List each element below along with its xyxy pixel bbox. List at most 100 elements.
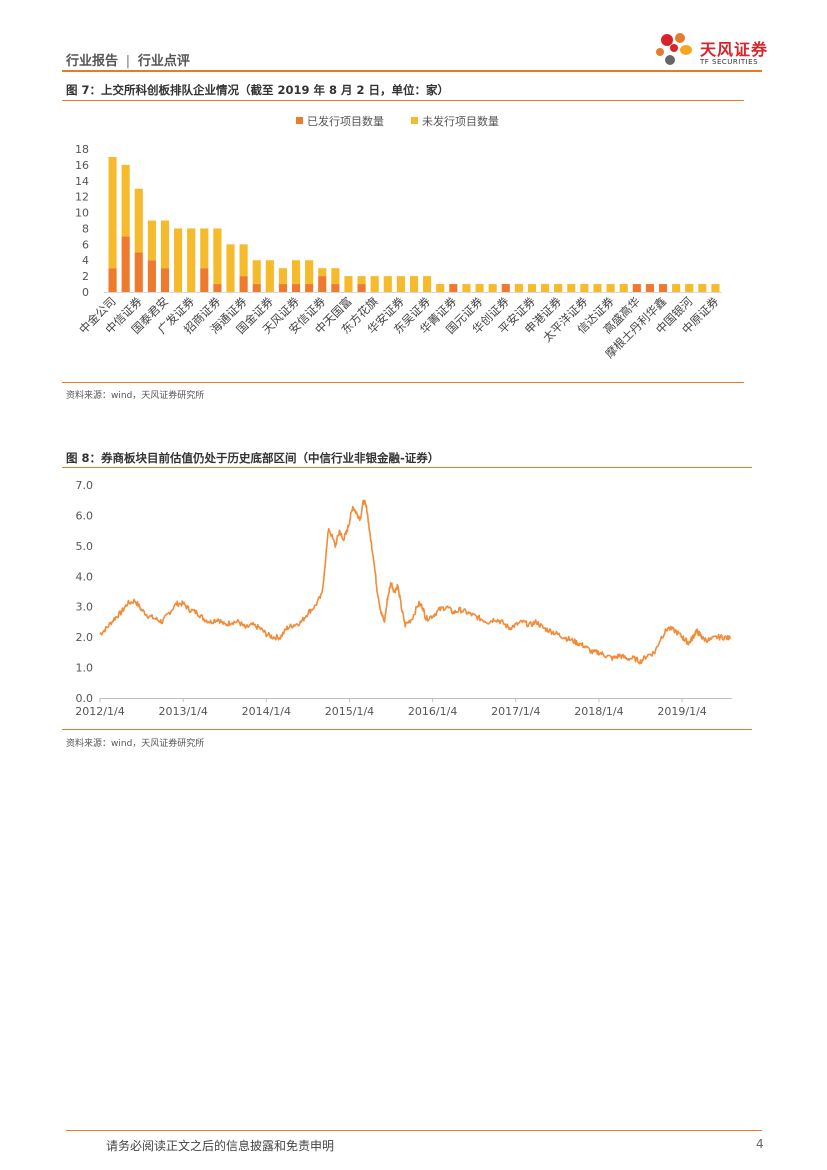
bar-issued	[305, 284, 314, 292]
bar-pending	[514, 284, 523, 292]
bar-issued	[213, 284, 222, 292]
bar-pending	[698, 284, 707, 292]
x-tick-label: 2016/1/4	[408, 705, 457, 718]
bar-issued	[147, 260, 156, 292]
figure8-line-chart: 0.0 1.0 2.0 3.0 4.0 5.0 6.0 7.0 2012/1/4 2013/1/4…	[75, 479, 732, 718]
bar-pending	[672, 284, 681, 292]
footer-rule	[66, 1130, 762, 1131]
bar-pending	[226, 244, 235, 292]
bar-issued	[134, 252, 143, 292]
x-tick-label: 2015/1/4	[325, 705, 374, 718]
figure7-legend: 已发行项目数量 未发行项目数量	[296, 114, 499, 128]
bar-pending	[108, 156, 117, 269]
bar-pending	[305, 260, 314, 285]
y-tick-label: 10	[75, 207, 89, 220]
x-tick-label: 2014/1/4	[242, 705, 291, 718]
bar-issued	[291, 284, 301, 292]
bar-pending	[213, 228, 222, 285]
bar-pending	[488, 284, 497, 292]
legend-swatch-pending	[411, 117, 418, 124]
bar-pending	[580, 284, 589, 292]
x-tick-label: 2012/1/4	[75, 705, 124, 718]
bar-pending	[593, 284, 602, 292]
tf-logo-icon	[656, 33, 692, 65]
y-tick-label: 3.0	[76, 601, 94, 614]
bar-pending	[200, 228, 209, 269]
bar-issued	[331, 284, 340, 292]
bar-pending	[344, 276, 353, 292]
bar-issued	[200, 268, 209, 292]
bar-pending	[239, 244, 248, 277]
logo-text-cn: 天风证券	[700, 40, 769, 59]
bar-pending	[121, 164, 130, 237]
bar-pending	[134, 188, 143, 253]
bar-pending	[291, 260, 301, 285]
y-tick-label: 2	[82, 270, 89, 283]
y-tick-label: 8	[82, 222, 89, 235]
header-sub: 行业点评	[137, 54, 190, 69]
bar-pending	[187, 228, 196, 292]
bar-pending	[541, 284, 550, 292]
bar-pending	[252, 260, 261, 285]
bar-issued	[449, 284, 458, 292]
y-tick-label: 16	[75, 159, 89, 172]
bar-issued	[357, 284, 366, 292]
pb-series-line	[99, 499, 732, 665]
figure7-source: 资料来源：wind，天风证券研究所	[66, 391, 205, 401]
y-tick-label: 0.0	[76, 692, 94, 705]
bar-pending	[711, 284, 720, 292]
bar-pending	[318, 268, 327, 277]
y-tick-label: 18	[75, 143, 89, 156]
y-tick-label: 2.0	[76, 631, 94, 644]
bar-pending	[174, 228, 183, 292]
bar-pending	[462, 284, 471, 292]
bar-pending	[475, 284, 484, 292]
y-tick-label: 1.0	[76, 662, 94, 675]
x-tick-label: 2017/1/4	[491, 705, 540, 718]
bar-issued	[108, 268, 117, 292]
header-separator: |	[125, 54, 131, 69]
figure8-title: 图 8：券商板块目前估值仍处于历史底部区间（中信行业非银金融-证券）	[66, 451, 440, 465]
bar-pending	[619, 284, 628, 292]
y-tick-label: 12	[75, 191, 89, 204]
y-tick-label: 5.0	[76, 540, 94, 553]
bar-issued	[239, 276, 248, 292]
bar-issued	[160, 268, 170, 292]
figure8-top-rule	[62, 467, 752, 468]
bar-pending	[409, 276, 419, 292]
y-tick-label: 14	[75, 175, 89, 188]
legend-label-pending: 未发行项目数量	[422, 114, 499, 128]
header-rule	[62, 70, 762, 72]
bar-pending	[357, 276, 366, 285]
bar-pending	[160, 220, 170, 269]
header-section: 行业报告	[66, 54, 119, 69]
figure7-top-rule	[62, 100, 744, 101]
y-tick-label: 4.0	[76, 570, 94, 583]
figure8-source: 资料来源：wind，天风证券研究所	[66, 739, 205, 749]
page-number: 4	[756, 1137, 764, 1151]
figure8-bottom-rule	[62, 729, 752, 730]
bar-issued	[501, 284, 510, 292]
bar-issued	[632, 284, 641, 292]
bar-issued	[252, 284, 261, 292]
bar-pending	[265, 260, 274, 292]
bar-pending	[436, 284, 445, 292]
y-tick-label: 6.0	[76, 509, 94, 522]
bar-pending	[685, 284, 694, 292]
x-tick-label: 2019/1/4	[657, 705, 706, 718]
bar-issued	[278, 284, 287, 292]
bar-pending	[331, 268, 340, 285]
bar-pending	[396, 276, 405, 292]
figure7-bottom-rule	[62, 382, 744, 383]
bar-pending	[370, 276, 379, 292]
y-tick-label: 4	[82, 254, 89, 267]
y-tick-label: 7.0	[76, 479, 94, 492]
x-tick-label: 2013/1/4	[158, 705, 207, 718]
x-tick-label: 2018/1/4	[574, 705, 623, 718]
figure7-title: 图 7：上交所科创板排队企业情况（截至 2019 年 8 月 2 日，单位：家）	[66, 83, 450, 97]
bar-issued	[658, 284, 668, 292]
bar-issued	[645, 284, 654, 292]
bar-pending	[606, 284, 615, 292]
footer-disclaimer: 请务必阅读正文之后的信息披露和免责申明	[106, 1139, 335, 1153]
bar-pending	[554, 284, 563, 292]
